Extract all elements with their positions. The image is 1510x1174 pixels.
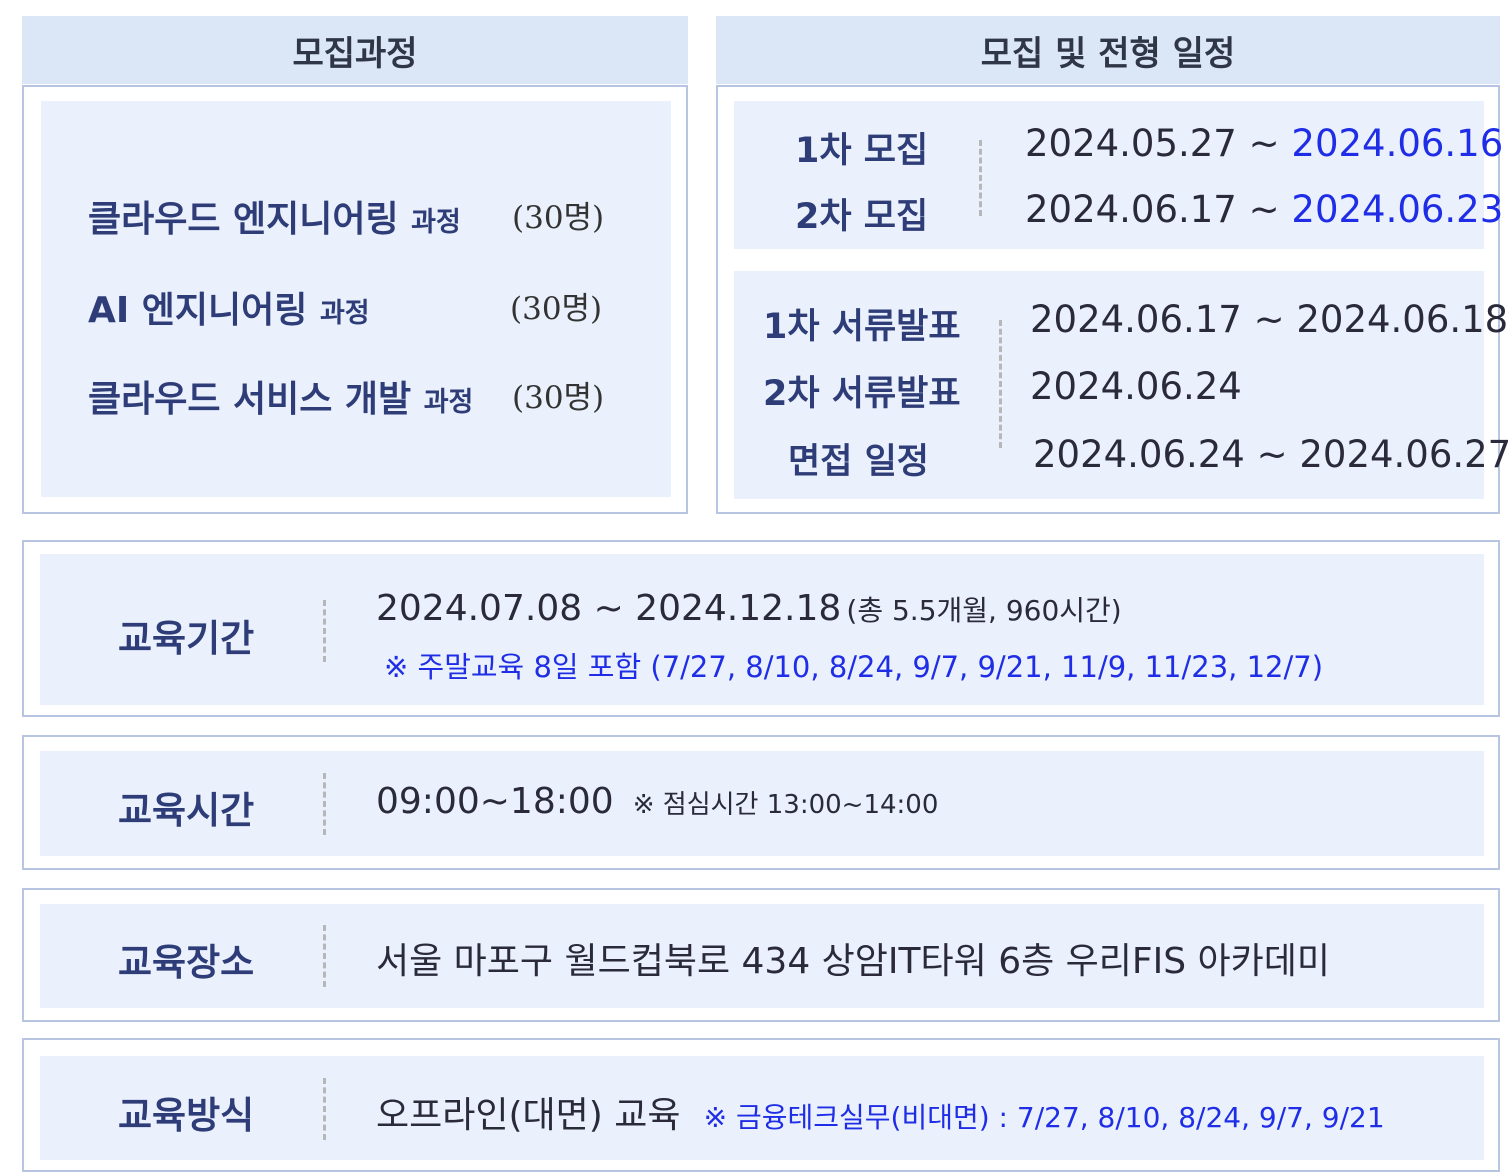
course-name: 클라우드 엔지니어링	[88, 199, 399, 240]
time-value-line: 09:00~18:00 ※ 점심시간 13:00~14:00	[376, 781, 938, 822]
course-count-2: (30명)	[510, 283, 602, 328]
date-sep: ~	[1248, 188, 1280, 231]
method-panel	[22, 1038, 1500, 1172]
recruit-divider	[979, 140, 982, 216]
course-suffix: 과정	[411, 207, 461, 238]
schedule-title: 모집 및 전형 일정	[980, 33, 1236, 74]
period-summary: (총 5.5개월, 960시간)	[846, 594, 1122, 627]
date-sep: ~	[1248, 122, 1280, 165]
period-dates: 2024.07.08 ~ 2024.12.18	[376, 588, 842, 629]
course-name: 클라우드 서비스 개발	[88, 379, 412, 420]
method-label: 교육방식	[118, 1094, 255, 1137]
course-count: (30명)	[510, 291, 603, 327]
method-value-line: 오프라인(대면) 교육 ※ 금융테크실무(비대면) : 7/27, 8/10, …	[376, 1086, 1385, 1138]
method-note: ※ 금융테크실무(비대면) : 7/27, 8/10, 8/24, 9/7, 9…	[703, 1101, 1385, 1134]
course-item-1: 클라우드 엔지니어링 과정	[88, 190, 461, 242]
course-count: (30명)	[512, 200, 605, 236]
recruit-courses-panel	[22, 85, 688, 514]
recruit-dates-1: 2024.05.27 ~ 2024.06.16	[1025, 122, 1503, 165]
course-count-3: (30명)	[512, 372, 604, 417]
selection-divider	[999, 320, 1002, 448]
selection-label-2: 2차 서류발표	[763, 374, 961, 414]
course-item-2: AI 엔지니어링 과정	[88, 281, 370, 333]
date-end: 2024.06.16	[1291, 122, 1504, 165]
course-item-3: 클라우드 서비스 개발 과정	[88, 370, 473, 422]
recruit-dates-2: 2024.06.17 ~ 2024.06.23	[1025, 188, 1503, 231]
period-note: ※ 주말교육 8일 포함 (7/27, 8/10, 8/24, 9/7, 9/2…	[384, 650, 1324, 684]
period-label: 교육기간	[118, 617, 255, 660]
date-end: 2024.06.23	[1291, 188, 1504, 231]
period-inner	[40, 554, 1484, 705]
course-name: AI 엔지니어링	[88, 290, 308, 331]
schedule-header: 모집 및 전형 일정	[716, 16, 1500, 84]
time-hours: 09:00~18:00	[376, 781, 614, 822]
course-suffix: 과정	[319, 298, 370, 329]
time-note: ※ 점심시간 13:00~14:00	[632, 790, 939, 820]
place-divider	[323, 925, 326, 987]
date-start: 2024.05.27	[1025, 122, 1237, 165]
selection-date-2: 2024.06.24	[1030, 365, 1242, 408]
selection-label-1: 1차 서류발표	[763, 307, 961, 347]
selection-date-3: 2024.06.24 ~ 2024.06.27	[1033, 433, 1510, 476]
date-start: 2024.06.17	[1025, 188, 1237, 231]
recruit-dates-inner	[734, 101, 1484, 249]
schedule-panel	[716, 85, 1500, 514]
time-inner	[40, 751, 1484, 856]
selection-dates-inner	[734, 271, 1484, 499]
recruit-label-2: 2차 모집	[795, 197, 929, 237]
period-dates-line: 2024.07.08 ~ 2024.12.18 (총 5.5개월, 960시간)	[376, 588, 1122, 629]
recruit-courses-header: 모집과정	[22, 16, 688, 84]
method-divider	[323, 1078, 326, 1140]
method-inner	[40, 1056, 1484, 1160]
time-panel	[22, 735, 1500, 870]
place-panel	[22, 888, 1500, 1022]
recruit-courses-title: 모집과정	[292, 33, 418, 74]
recruit-courses-inner	[41, 101, 671, 497]
selection-label-3: 면접 일정	[788, 442, 929, 482]
period-panel	[22, 540, 1500, 717]
place-inner	[40, 904, 1484, 1008]
place-address: 서울 마포구 월드컵북로 434 상암IT타워 6층 우리FIS 아카데미	[376, 941, 1331, 982]
recruit-label-1: 1차 모집	[795, 131, 929, 171]
course-count: (30명)	[512, 380, 605, 416]
time-label: 교육시간	[118, 789, 255, 832]
selection-date-1: 2024.06.17 ~ 2024.06.18	[1030, 298, 1509, 341]
method-value: 오프라인(대면) 교육	[376, 1095, 681, 1136]
course-count-1: (30명)	[512, 192, 604, 237]
period-divider	[323, 600, 326, 662]
time-divider	[323, 773, 326, 835]
course-suffix: 과정	[423, 387, 474, 418]
place-label: 교육장소	[118, 941, 255, 984]
